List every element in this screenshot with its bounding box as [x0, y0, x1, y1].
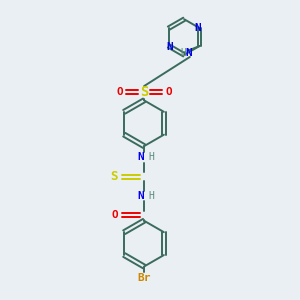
- Text: H: H: [148, 191, 154, 201]
- Text: N: N: [167, 43, 174, 52]
- Text: N: N: [195, 23, 202, 33]
- Text: S: S: [140, 85, 148, 99]
- Text: O: O: [112, 210, 119, 220]
- Text: O: O: [116, 87, 123, 97]
- Text: S: S: [111, 170, 118, 183]
- Text: Br: Br: [137, 273, 151, 283]
- Text: H: H: [180, 48, 186, 59]
- Text: H: H: [148, 152, 154, 162]
- Text: N: N: [185, 48, 192, 59]
- Text: N: N: [137, 191, 144, 201]
- Text: N: N: [137, 152, 144, 162]
- Text: O: O: [165, 87, 172, 97]
